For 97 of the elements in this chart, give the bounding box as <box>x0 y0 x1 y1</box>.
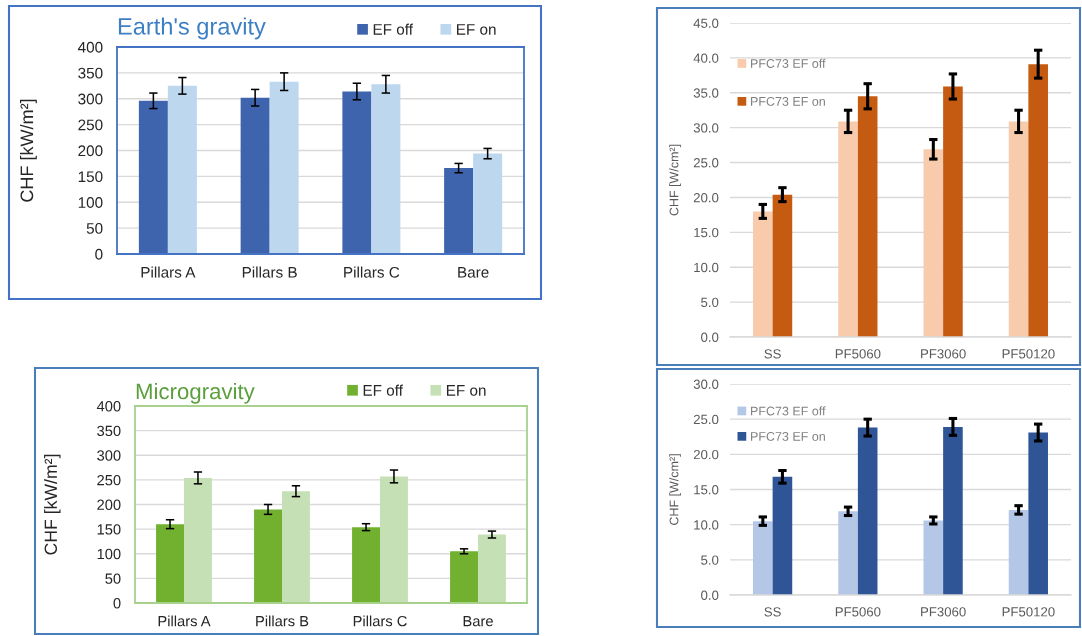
bar <box>167 85 197 254</box>
bar <box>184 477 212 603</box>
y-tick-label: 40.0 <box>693 53 719 63</box>
y-tick-label: 10.0 <box>694 262 719 273</box>
legend-label: EF on <box>446 385 486 396</box>
x-tick-label: PF50120 <box>1002 349 1055 359</box>
x-tick-label: Pillars B <box>242 266 297 278</box>
chart-title: Microgravity <box>136 382 255 404</box>
bar <box>371 84 401 254</box>
x-tick-label: Pillars C <box>344 266 400 278</box>
y-tick-label: 30.0 <box>693 379 719 389</box>
y-tick-label: 5.0 <box>701 297 719 308</box>
x-tick-label: SS <box>764 349 781 359</box>
bar <box>923 149 944 337</box>
y-tick-label: 400 <box>96 401 121 412</box>
bar <box>444 168 474 254</box>
y-tick-label: 300 <box>97 450 121 461</box>
x-tick-label: Bare <box>458 267 489 278</box>
bar <box>478 534 506 603</box>
y-tick-label: 0 <box>95 248 103 260</box>
y-tick-label: 250 <box>78 119 103 131</box>
bar <box>380 476 408 603</box>
bar <box>240 97 270 254</box>
bar <box>450 551 478 603</box>
y-tick-label: 25.0 <box>693 158 719 168</box>
y-tick-label: 300 <box>78 93 103 105</box>
x-tick-label: PF3060 <box>921 349 966 359</box>
y-axis-title: CHF [W/cm²] <box>669 454 681 525</box>
y-tick-label: 15.0 <box>694 485 719 495</box>
y-tick-label: 400 <box>77 41 103 53</box>
y-axis-title: CHF [W/cm²] <box>669 144 681 216</box>
y-tick-label: 20.0 <box>693 193 719 203</box>
bar <box>282 491 310 603</box>
bar <box>138 100 168 254</box>
y-axis-title: CHF [kW/m²] <box>44 454 61 555</box>
y-tick-label: 50 <box>105 573 121 584</box>
y-tick-label: 45.0 <box>693 18 719 28</box>
y-tick-label: 0.0 <box>701 332 719 342</box>
x-tick-label: PF5060 <box>835 607 881 617</box>
legend-label: PFC73 EF on <box>751 96 825 106</box>
bar <box>772 194 793 337</box>
y-tick-label: 100 <box>78 197 103 208</box>
bar <box>352 527 380 603</box>
bar <box>923 520 944 595</box>
y-tick-label: 15.0 <box>694 227 719 238</box>
legend-label: EF off <box>363 384 403 396</box>
chart-title: Earth's gravity <box>118 17 266 40</box>
x-tick-label: Bare <box>463 616 493 627</box>
bar <box>943 426 963 595</box>
legend-label: EF off <box>373 23 414 35</box>
y-tick-label: 25.0 <box>693 414 719 425</box>
y-tick-label: 250 <box>97 474 121 486</box>
bar <box>753 211 773 337</box>
y-tick-label: 5.0 <box>701 555 719 565</box>
bar <box>1008 121 1029 337</box>
bar <box>1008 509 1029 595</box>
y-tick-label: 350 <box>78 67 103 79</box>
y-tick-label: 35.0 <box>693 88 719 98</box>
bar <box>156 524 184 603</box>
y-tick-label: 150 <box>78 171 103 183</box>
bar <box>838 511 858 595</box>
y-tick-label: 350 <box>97 425 121 437</box>
y-tick-label: 200 <box>78 145 103 157</box>
legend-label: PFC73 EF on <box>751 432 825 441</box>
bar <box>838 121 858 337</box>
x-tick-label: PF5060 <box>835 349 881 359</box>
bar <box>473 153 503 254</box>
y-tick-label: 30.0 <box>693 123 719 133</box>
bar <box>857 427 878 595</box>
y-tick-label: 100 <box>97 548 121 560</box>
bar <box>269 81 299 254</box>
legend-label: PFC73 EF off <box>751 58 826 68</box>
y-tick-label: 150 <box>97 524 121 535</box>
x-tick-label: Pillars B <box>256 615 309 627</box>
x-tick-label: Pillars A <box>141 266 196 278</box>
x-tick-label: PF3060 <box>921 607 966 617</box>
y-tick-label: 0 <box>113 598 121 609</box>
bar <box>753 521 773 595</box>
y-tick-label: 50 <box>86 222 103 234</box>
x-tick-label: Pillars C <box>353 615 407 627</box>
legend-label: PFC73 EF off <box>751 406 826 416</box>
bar <box>943 86 963 337</box>
y-tick-label: 10.0 <box>694 520 719 530</box>
bar <box>254 509 282 603</box>
y-tick-label: 0.0 <box>701 590 719 600</box>
bar <box>772 476 793 595</box>
bar <box>1028 432 1048 595</box>
bar <box>342 91 372 254</box>
y-axis-title: CHF [kW/m²] <box>19 99 37 202</box>
bar <box>1028 64 1048 337</box>
y-tick-label: 200 <box>97 499 121 510</box>
bar <box>857 96 878 337</box>
legend-label: EF on <box>457 24 496 35</box>
x-tick-label: PF50120 <box>1002 607 1055 617</box>
x-tick-label: SS <box>764 607 781 617</box>
y-tick-label: 20.0 <box>693 449 719 460</box>
x-tick-label: Pillars A <box>158 615 211 627</box>
